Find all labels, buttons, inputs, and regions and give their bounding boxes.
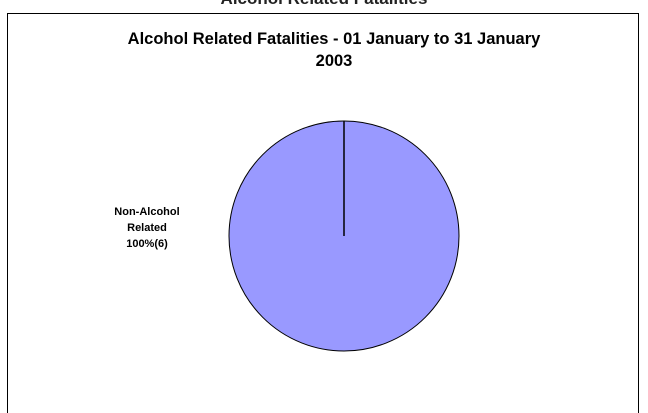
chart-title-line-2: 2003 (315, 52, 353, 70)
chart-title: Alcohol Related Fatalities - 01 January … (0, 28, 648, 72)
pie-data-label: Non-Alcohol Related 100%(6) (95, 204, 199, 252)
clipped-header-text: Alcohol Related Fatalities (0, 0, 648, 9)
pie-data-label-line-1: Non-Alcohol (114, 206, 180, 218)
chart-title-line-1: Alcohol Related Fatalities - 01 January … (127, 30, 541, 48)
pie-data-label-line-3: 100%(6) (126, 238, 168, 250)
pie-chart (228, 120, 460, 352)
pie-data-label-line-2: Related (127, 222, 167, 234)
